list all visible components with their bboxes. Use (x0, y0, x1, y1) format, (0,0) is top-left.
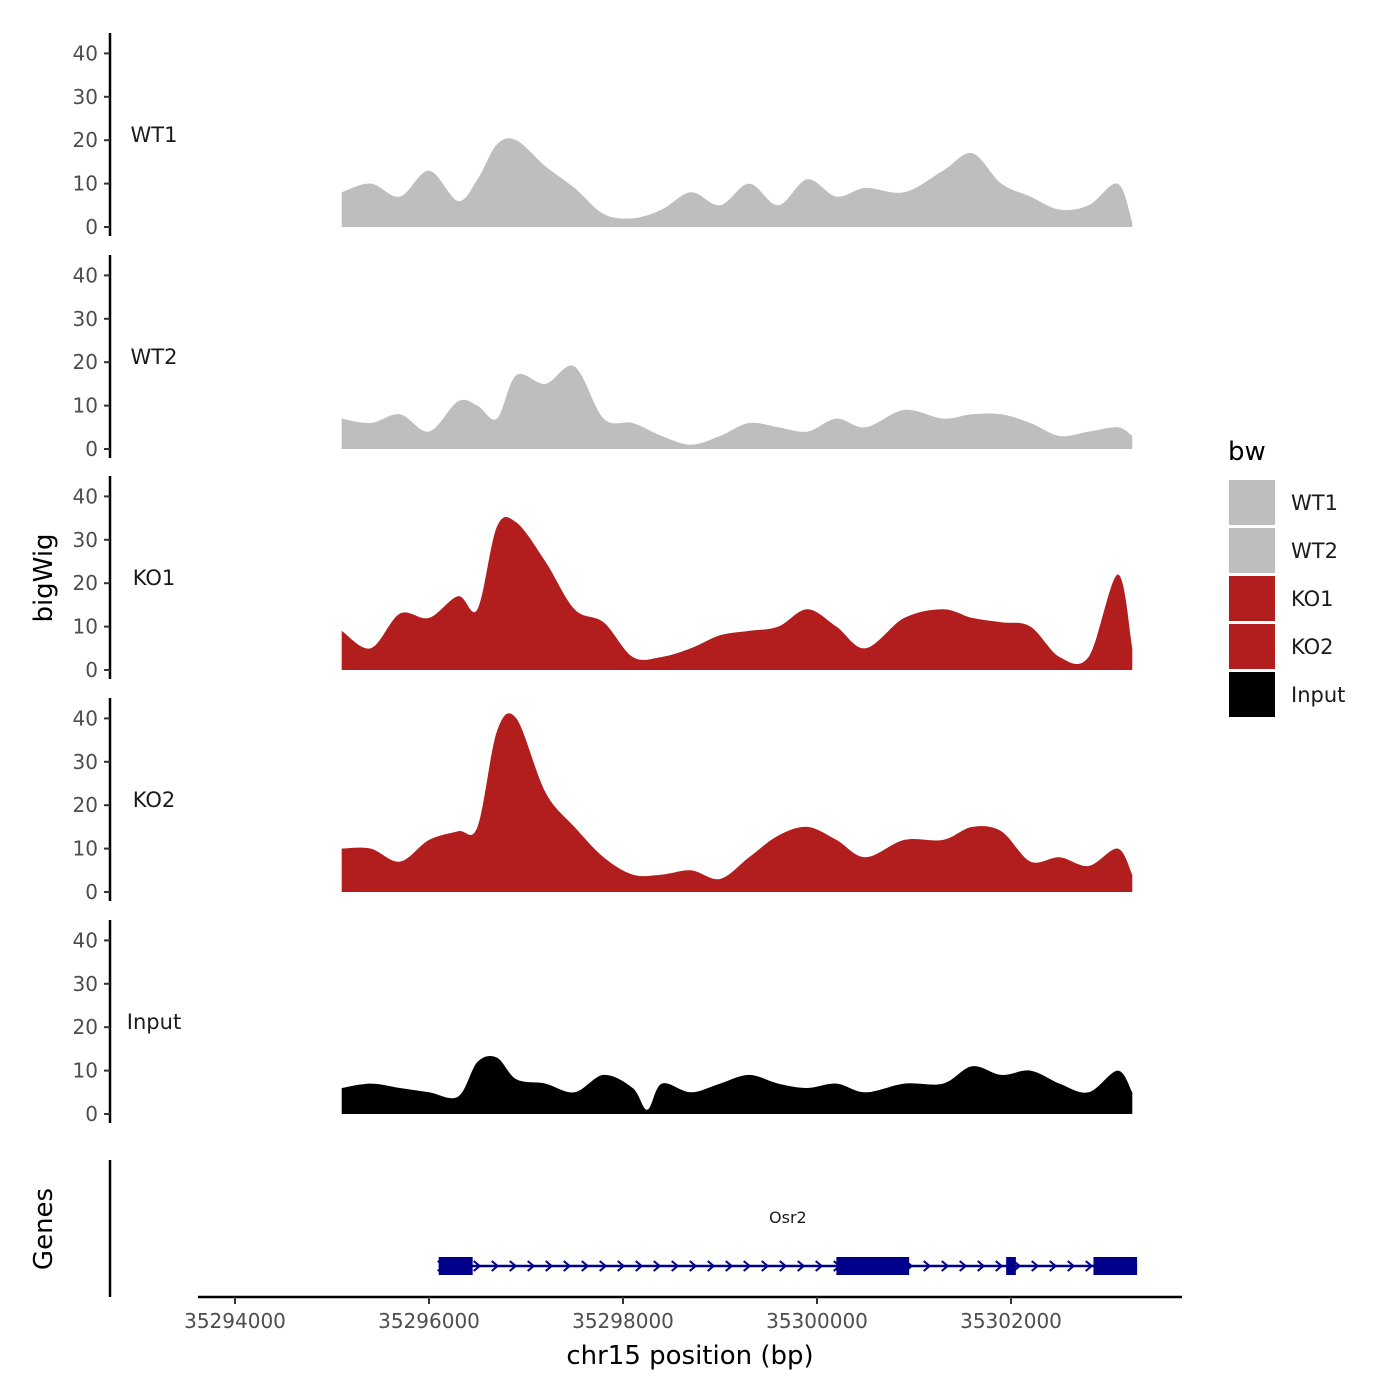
strand-arrow (617, 1260, 626, 1272)
gene-track: Osr2 (108, 1160, 1138, 1297)
strand-arrow (1031, 1260, 1040, 1272)
track-ko1: 0 10 20 30 40 KO1 (73, 476, 1133, 682)
strand-arrow (725, 1260, 734, 1272)
area-ko1 (341, 517, 1133, 670)
track-label-input: Input (127, 1010, 181, 1034)
y-tick-label: 10 (73, 172, 98, 196)
x-tick-label: 35294000 (184, 1309, 286, 1333)
legend-swatch-input (1229, 672, 1275, 717)
y-tick-label: 0 (85, 437, 98, 461)
track-wt2: 0 10 20 30 40 WT2 (73, 255, 1133, 461)
y-tick-label: 0 (85, 1102, 98, 1126)
y-tick-label: 0 (85, 880, 98, 904)
exon-4 (1093, 1257, 1138, 1275)
y-tick-label: 0 (85, 215, 98, 239)
strand-arrow (653, 1260, 662, 1272)
track-label-wt1: WT1 (131, 123, 178, 147)
strand-arrow (779, 1260, 788, 1272)
x-tick-label: 35302000 (960, 1309, 1062, 1333)
y-tick-label: 40 (73, 484, 98, 508)
y-tick-label: 40 (73, 263, 98, 287)
strand-arrow (545, 1260, 554, 1272)
area-ko2 (341, 713, 1133, 892)
x-tick-label: 35296000 (378, 1309, 480, 1333)
y-tick-label: 40 (73, 928, 98, 952)
bigwig-tracks: 0 10 20 30 40 WT1 0 10 20 30 40 WT2 0 10 20 30 40 KO1 0 10 2… (73, 33, 1133, 1126)
area-input (341, 1055, 1133, 1114)
y-tick-label: 20 (73, 1015, 98, 1039)
strand-arrow (977, 1260, 986, 1272)
x-tick-label: 35300000 (766, 1309, 868, 1333)
strand-arrow (797, 1260, 806, 1272)
legend-label-input: Input (1291, 683, 1345, 707)
legend-swatch-wt1 (1229, 480, 1275, 525)
y-tick-label: 10 (73, 615, 98, 639)
y-tick-label: 30 (73, 528, 98, 552)
y-tick-label: 40 (73, 706, 98, 730)
legend-swatch-ko1 (1229, 576, 1275, 621)
y-tick-label: 30 (73, 307, 98, 331)
strand-arrow (599, 1260, 608, 1272)
genes-axis-title: Genes (29, 1188, 59, 1270)
strand-arrow (689, 1260, 698, 1272)
strand-arrow (1085, 1260, 1094, 1272)
y-tick-label: 10 (73, 837, 98, 861)
legend-label-wt1: WT1 (1291, 491, 1338, 515)
exon-1 (438, 1257, 473, 1275)
strand-arrow (527, 1260, 536, 1272)
strand-arrow (707, 1260, 716, 1272)
legend-label-ko2: KO2 (1291, 635, 1334, 659)
strand-arrow (959, 1260, 968, 1272)
exon-3 (1006, 1257, 1016, 1275)
legend-swatch-wt2 (1229, 528, 1275, 573)
track-label-ko2: KO2 (133, 788, 176, 812)
strand-arrow (923, 1260, 932, 1272)
y-tick-label: 30 (73, 85, 98, 109)
legend-swatch-ko2 (1229, 624, 1275, 669)
strand-arrow (509, 1260, 518, 1272)
y-tick-label: 30 (73, 972, 98, 996)
track-label-ko1: KO1 (133, 566, 176, 590)
y-tick-label: 20 (73, 793, 98, 817)
y-axis-title: bigWig (29, 533, 59, 622)
track-label-wt2: WT2 (131, 345, 178, 369)
legend-label-ko1: KO1 (1291, 587, 1334, 611)
y-tick-label: 0 (85, 658, 98, 682)
y-tick-label: 10 (73, 394, 98, 418)
strand-arrow (1049, 1260, 1058, 1272)
legend-label-wt2: WT2 (1291, 539, 1338, 563)
track-wt1: 0 10 20 30 40 WT1 (73, 33, 1133, 239)
strand-arrow (581, 1260, 590, 1272)
exon-2 (836, 1257, 910, 1275)
strand-arrow (941, 1260, 950, 1272)
y-tick-label: 30 (73, 750, 98, 774)
legend-title: bw (1228, 437, 1266, 467)
area-wt2 (341, 365, 1133, 449)
y-tick-label: 10 (73, 1059, 98, 1083)
x-axis: 35294000 35296000 35298000 35300000 35302000 (184, 1295, 1182, 1333)
strand-arrow (491, 1260, 500, 1272)
strand-arrow (671, 1260, 680, 1272)
y-tick-label: 20 (73, 571, 98, 595)
y-tick-label: 20 (73, 128, 98, 152)
legend: bw WT1 WT2 KO1 KO2 Input (1228, 437, 1345, 717)
strand-arrow (1067, 1260, 1076, 1272)
strand-arrow (761, 1260, 770, 1272)
track-ko2: 0 10 20 30 40 KO2 (73, 698, 1133, 904)
strand-arrow (563, 1260, 572, 1272)
strand-arrow (743, 1260, 752, 1272)
track-input: 0 10 20 30 40 Input (73, 920, 1133, 1126)
gene-name-label: Osr2 (769, 1208, 807, 1227)
strand-arrow (995, 1260, 1004, 1272)
area-wt1 (341, 138, 1133, 227)
strand-arrow (815, 1260, 824, 1272)
strand-arrow (473, 1260, 482, 1272)
x-axis-title: chr15 position (bp) (566, 1341, 813, 1371)
y-tick-label: 40 (73, 41, 98, 65)
x-tick-label: 35298000 (572, 1309, 674, 1333)
strand-arrow (635, 1260, 644, 1272)
y-tick-label: 20 (73, 350, 98, 374)
